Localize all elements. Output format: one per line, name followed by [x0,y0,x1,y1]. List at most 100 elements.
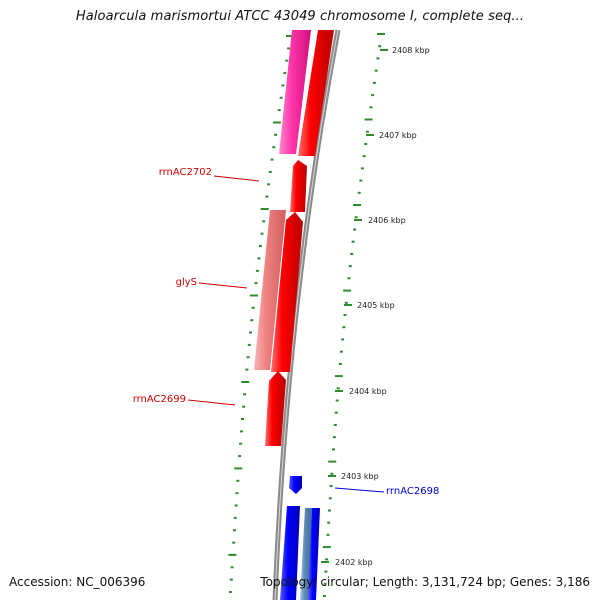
track-dot [254,282,258,285]
track-dot [334,375,343,378]
track-dot [332,436,336,439]
track-dot [258,245,262,247]
track-dot [365,130,369,133]
scale-tick-label: 2407 kbp [379,131,417,140]
track-dot [338,362,342,365]
track-dot [238,455,242,458]
track-dot [353,228,357,231]
track-dot [234,467,243,470]
track-dot [228,553,237,556]
track-dot [376,57,380,60]
track-dot [268,170,272,173]
track-dot [232,541,236,544]
track-dot [242,405,246,408]
feature-label-text: rrnAC2702 [159,167,212,178]
track-dot [360,167,364,170]
track-dot [274,133,278,136]
track-dot [344,301,348,304]
map-title: Haloarcula marismortui ATCC 43049 chromo… [75,9,525,24]
track-dot [362,155,366,158]
track-dot [287,47,291,50]
inner-dotted-track [228,35,294,593]
scale-tick: 2402 kbp [321,558,373,567]
track-dot [257,257,261,260]
rrnAC2699-feature [265,371,286,446]
accession-text: Accession: NC_006396 [9,575,146,589]
feature-label-rrnAC2702: rrnAC2702 [159,167,260,182]
track-dot [334,411,338,414]
scale-tick-label: 2408 kbp [392,46,430,55]
rrnAC2698-feature [289,476,302,494]
track-dot [328,460,337,463]
track-dot [377,33,385,35]
track-dot [343,314,347,316]
track-dot [371,94,375,97]
blue-cds-feature-bottom-2 [308,508,320,600]
track-dot [262,220,266,223]
track-dot [250,319,254,322]
scale-tick: 2406 kbp [354,216,406,225]
track-dot [286,35,294,37]
track-dot [364,118,373,121]
feature-label-text: glyS [176,277,197,288]
track-dot [272,121,281,124]
track-dot [232,529,236,532]
track-dot [249,331,252,334]
backbone-inner [274,29,339,600]
track-dot [323,595,326,597]
scale-tick: 2407 kbp [366,131,417,140]
track-dot [229,591,232,593]
scale-tick-label: 2403 kbp [341,472,379,481]
track-dot [246,356,250,359]
track-dot [326,533,330,536]
feature-label-rrnAC2698: rrnAC2698 [334,486,439,497]
scale-tick: 2404 kbp [335,387,387,396]
track-dot [260,208,269,210]
track-dot [285,59,289,62]
track-dot [323,582,327,585]
track-dot [341,338,345,341]
track-dot [364,143,368,145]
genome-summary-text: Topology: circular; Length: 3,131,724 bp… [260,575,590,589]
feature-label-text: rrnAC2698 [386,486,439,497]
track-dot [267,183,271,186]
track-dot [369,106,373,109]
track-dot [236,479,240,482]
track-dot [234,504,238,507]
scale-tick: 2405 kbp [344,301,395,310]
track-dot [353,204,362,206]
glyS-feature [254,210,286,370]
track-dot [350,252,354,255]
track-dot [335,399,339,402]
track-dot [229,578,233,581]
track-dot [328,497,332,500]
track-dot [272,146,276,149]
track-dot [251,306,255,309]
track-dot [241,418,244,420]
track-dot [351,240,355,243]
track-dot [239,442,243,445]
track-dot [240,430,243,433]
track-dot [235,492,239,495]
track-dot [336,387,340,390]
track-dot [245,368,249,371]
track-dot [372,81,376,84]
scale-tick-label: 2402 kbp [335,558,373,567]
track-dot [243,393,247,396]
scale-tick: 2403 kbp [328,472,379,481]
track-dot [260,232,264,235]
track-dot [329,485,333,487]
track-dot [343,289,352,292]
track-dot [328,509,331,512]
track-dot [342,326,346,329]
blue-cds-feature-bottom [280,506,300,600]
track-dot [281,84,285,87]
scale-tick-label: 2405 kbp [357,301,395,310]
track-dot [347,277,351,280]
track-dot [233,516,237,519]
track-dot [255,269,259,272]
track-dot [333,424,337,426]
track-dot [230,566,234,569]
scale-tick: 2408 kbp [380,46,430,55]
